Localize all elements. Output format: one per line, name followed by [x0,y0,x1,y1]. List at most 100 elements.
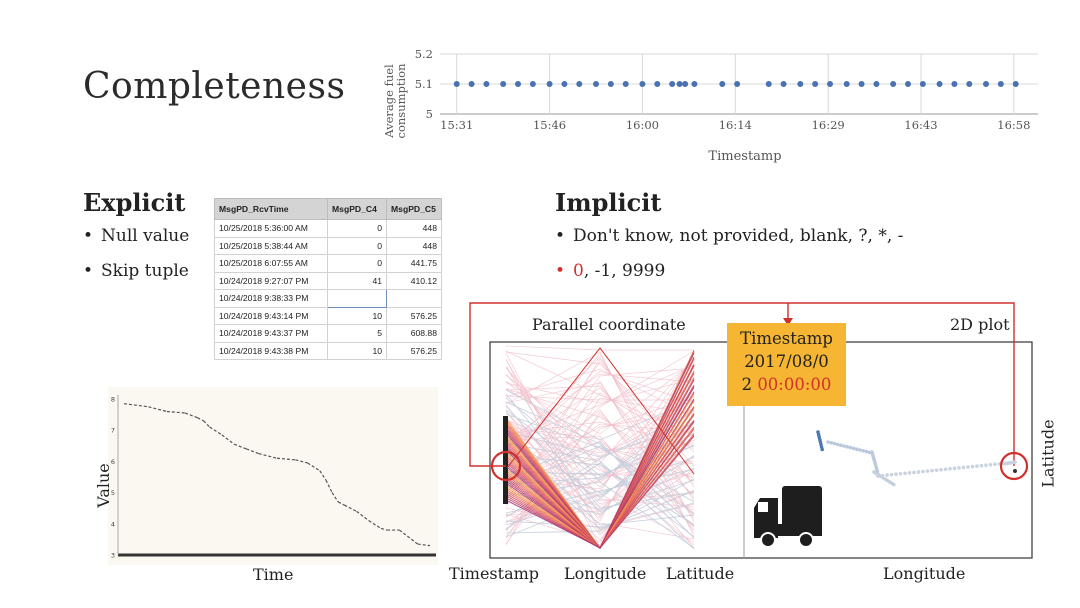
highlight-polyline [506,347,695,475]
scatter-x-label: Timestamp [708,149,781,164]
table-cell: 0 [327,219,387,238]
table-cell: 10/24/2018 9:43:37 PM [214,324,328,343]
line-y-tick: 6 [111,458,115,466]
table-cell: 10/25/2018 5:38:44 AM [214,236,328,255]
table-cell: 10/24/2018 9:43:38 PM [214,341,328,360]
axis-label-timestamp: Timestamp [449,564,540,583]
table-header: MsgPD_C5 [386,198,442,220]
slide-title: Completeness [83,66,346,107]
table-cell: 10 [327,341,387,360]
axis-label-longitude: Longitude [564,564,647,583]
scatter-point [983,81,989,87]
parallel-line [505,478,695,534]
line-segment [380,527,388,531]
parallel-line [505,442,695,550]
scatter-point [719,81,726,87]
parallel-coordinate-label: Parallel coordinate [532,315,686,334]
table-cell: 448 [386,219,442,238]
trajectory-point [880,473,885,478]
trajectory-point [943,467,948,472]
line-segment [276,457,296,461]
scatter-point [676,81,683,87]
2d-plot-label: 2D plot [950,315,1010,334]
line-segment [417,543,431,547]
axis-label-latitude: Latitude [666,564,735,583]
scatter-point [919,81,926,87]
scatter-point [765,81,772,87]
table-cell: 10/25/2018 6:07:55 AM [214,254,328,273]
trajectory-point [835,442,840,447]
parallel-line [505,389,695,441]
parallel-line [505,351,695,537]
line-segment [307,462,321,472]
scatter-point [843,81,850,87]
parallel-line [505,370,695,456]
line-y-tick: 3 [111,552,115,560]
scatter-x-tick: 16:58 [997,118,1030,132]
parallel-line [505,387,695,485]
trajectory-point [970,464,975,469]
highlight-circle-right [999,451,1029,481]
explicit-heading: Explicit [83,188,186,217]
scatter-x-tick: 16:14 [719,118,752,132]
parallel-line [505,385,695,499]
scatter-point [997,81,1004,87]
scatter-point [951,81,958,87]
line-segment [166,410,186,414]
implicit-bullet-2: • 0, -1, 9999 [555,261,666,281]
value-line-chart: 3 4 5 6 7 8 [111,395,436,560]
table-cell [327,289,387,308]
trajectory-point [979,463,984,468]
2d-x-label: Longitude [883,564,966,583]
scatter-y-label-line1: Average fuel [382,64,396,139]
parallel-line [505,413,695,503]
table-cell: 41 [327,271,387,290]
scatter-point [858,81,865,87]
line-segment [209,426,223,436]
highlight-point [1013,469,1017,473]
line-segment [184,412,198,419]
scatter-point [593,81,599,87]
scatter-point [607,81,614,87]
table-cell: 10/25/2018 5:36:00 AM [214,219,328,238]
trajectory-point [894,472,898,476]
line-segment [148,406,167,413]
scatter-point [654,81,661,87]
implicit-heading: Implicit [555,188,662,217]
line-segment [221,434,235,445]
parallel-line [505,401,695,527]
parallel-line [505,393,695,509]
table-header: MsgPD_RcvTime [214,198,328,220]
parallel-line [505,373,695,443]
highlight-circle-left [490,450,522,482]
line-series [123,403,431,547]
parallel-line [505,420,695,538]
trajectory-point [898,471,903,476]
line-segment [337,501,345,506]
scatter-y-tick: 5 [426,107,433,121]
table-cell: 448 [386,236,442,255]
trajectory-point [855,447,859,451]
trajectory-point [842,444,846,448]
trajectory-point [930,468,934,473]
scatter-point [453,81,460,87]
scatter-point [1012,81,1019,87]
table-cell [386,289,442,308]
parallel-lines [505,345,695,550]
scatter-point [546,81,553,87]
scatter-point [669,81,676,87]
line-x-label: Time [253,565,294,584]
parallel-line [505,454,695,526]
scatter-points [453,81,1019,87]
trajectory-point [826,440,830,444]
parallel-line [505,353,695,523]
table-row: 10/24/2018 9:27:07 PM 41 410.12 [214,271,442,290]
scatter-point [576,81,583,87]
scatter-point [812,81,819,87]
trajectory-point [876,474,880,478]
parallel-line [505,424,695,502]
timestamp-axis-bar [503,416,508,504]
trajectory-point [889,472,894,477]
trajectory-point [934,468,939,472]
line-y-ticks: 3 4 5 6 7 8 [111,396,115,560]
